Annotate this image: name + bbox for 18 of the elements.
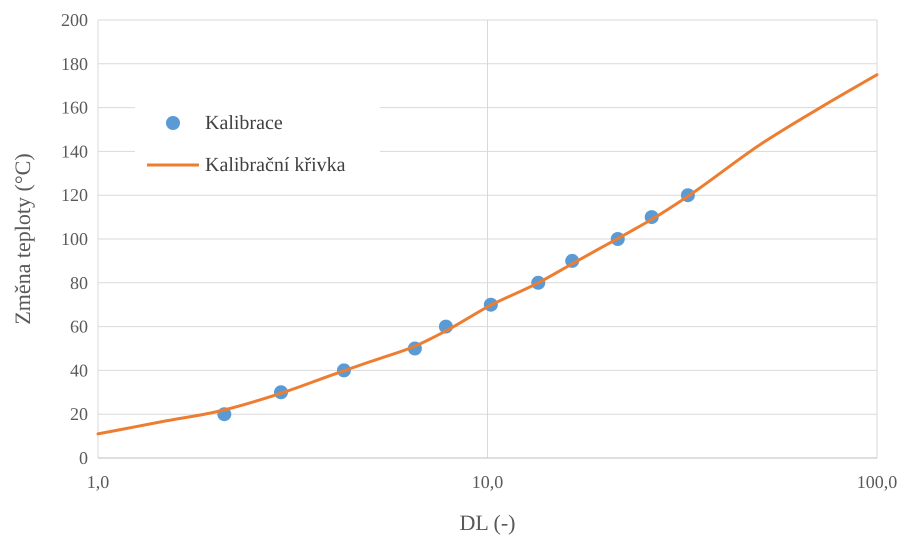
legend-label: Kalibrační křivka xyxy=(205,154,346,176)
y-tick-label: 0 xyxy=(79,448,88,468)
legend-label: Kalibrace xyxy=(205,112,283,134)
y-tick-label: 100 xyxy=(61,229,88,249)
x-tick-label: 100,0 xyxy=(856,472,898,492)
y-tick-label: 140 xyxy=(61,141,88,162)
y-tick-label: 60 xyxy=(70,316,88,337)
y-tick-label: 180 xyxy=(61,54,88,74)
y-tick-label: 120 xyxy=(61,185,88,206)
x-tick-label: 1,0 xyxy=(86,472,110,492)
y-tick-label: 80 xyxy=(70,272,88,293)
y-tick-label: 40 xyxy=(70,360,88,380)
y-axis-title: Změna teploty (°C) xyxy=(10,153,35,325)
x-tick-label: 10,0 xyxy=(472,472,504,492)
x-axis-title: DL (-) xyxy=(460,510,516,535)
y-tick-label: 200 xyxy=(61,10,88,30)
y-tick-label: 20 xyxy=(70,404,88,424)
y-tick-label: 160 xyxy=(61,98,88,118)
